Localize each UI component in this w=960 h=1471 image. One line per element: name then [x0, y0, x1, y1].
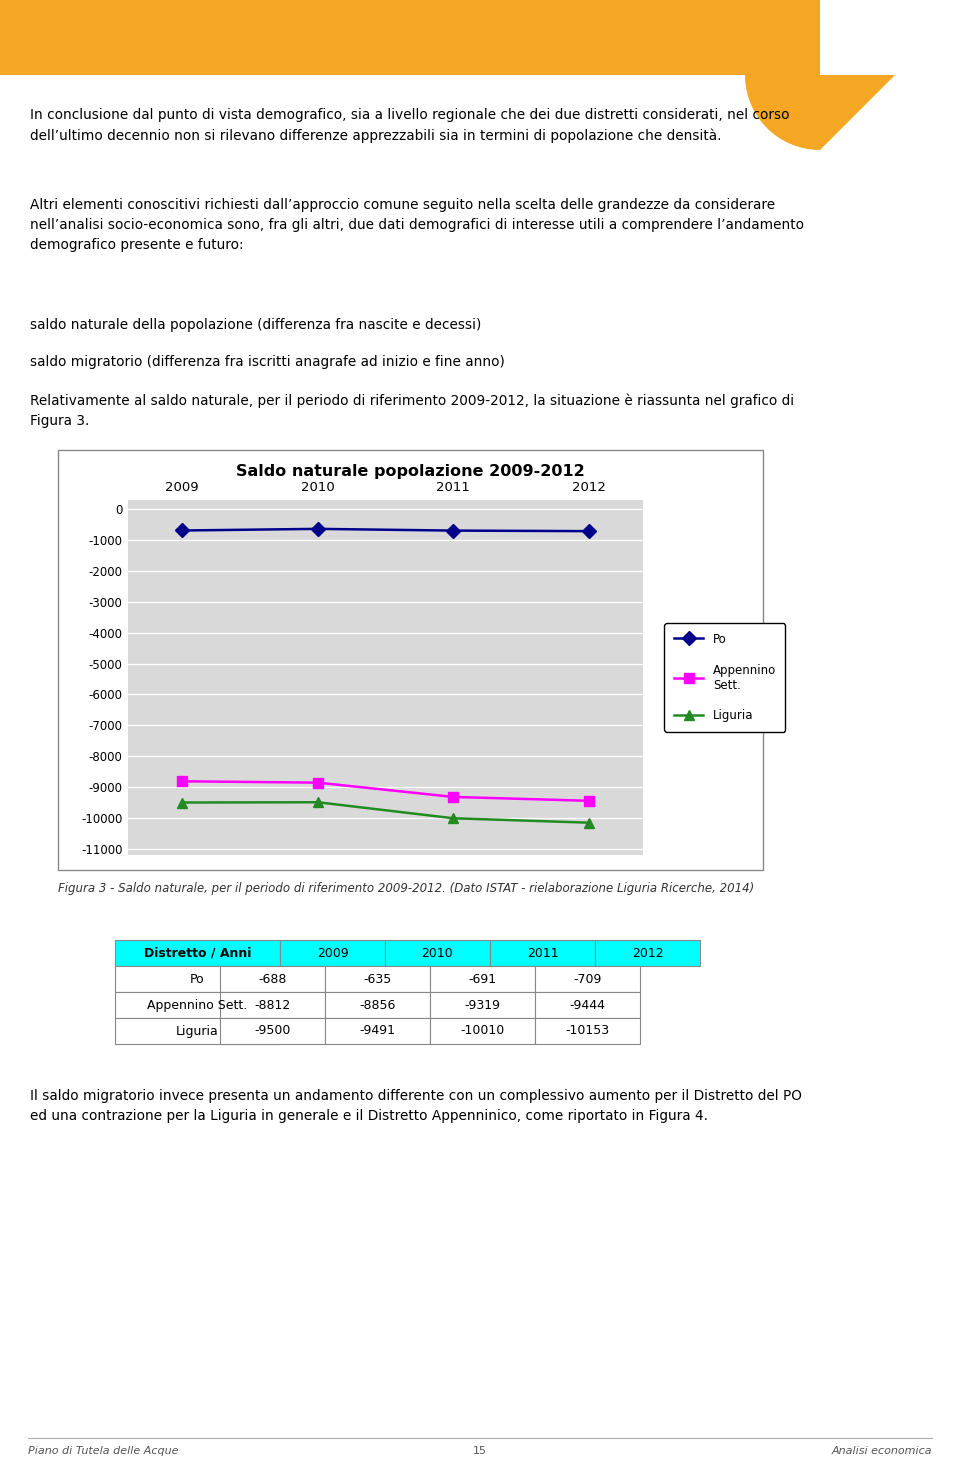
- Appennino
Sett.: [583, 791, 594, 809]
- Liguria: [177, 794, 188, 812]
- Text: -9491: -9491: [359, 1024, 396, 1037]
- Text: Piano di Tutela delle Acque: Piano di Tutela delle Acque: [28, 1446, 179, 1456]
- Bar: [0, 0, 960, 75]
- Bar: [115, 940, 280, 966]
- Text: Po: Po: [190, 972, 204, 986]
- Bar: [325, 1018, 430, 1044]
- Polygon shape: [0, 0, 895, 150]
- Po: [312, 521, 324, 538]
- Text: Il saldo migratorio invece presenta un andamento differente con un complessivo a: Il saldo migratorio invece presenta un a…: [30, 1089, 802, 1122]
- Appennino
Sett.: [177, 772, 188, 790]
- Text: -9319: -9319: [465, 999, 500, 1012]
- Appennino
Sett.: [447, 788, 459, 806]
- Text: 15: 15: [473, 1446, 487, 1456]
- Text: 2011: 2011: [527, 946, 559, 959]
- Text: 2010: 2010: [421, 946, 453, 959]
- Liguria: [583, 813, 594, 831]
- Text: -709: -709: [573, 972, 602, 986]
- Bar: [385, 940, 490, 966]
- Bar: [535, 966, 640, 991]
- Bar: [220, 1018, 325, 1044]
- Text: -8812: -8812: [254, 999, 291, 1012]
- Bar: [115, 966, 280, 991]
- Text: Appennino Sett.: Appennino Sett.: [148, 999, 248, 1012]
- Bar: [535, 991, 640, 1018]
- Bar: [595, 940, 700, 966]
- Bar: [115, 991, 280, 1018]
- Bar: [325, 991, 430, 1018]
- Bar: [280, 940, 385, 966]
- Line: Liguria: Liguria: [178, 797, 593, 828]
- Text: -9444: -9444: [569, 999, 606, 1012]
- Text: Relativamente al saldo naturale, per il periodo di riferimento 2009-2012, la sit: Relativamente al saldo naturale, per il …: [30, 393, 794, 428]
- Bar: [220, 966, 325, 991]
- Bar: [430, 966, 535, 991]
- Text: -635: -635: [364, 972, 392, 986]
- Text: Distretto / Anni: Distretto / Anni: [144, 946, 252, 959]
- Po: [447, 522, 459, 540]
- Text: 2012: 2012: [632, 946, 663, 959]
- Bar: [115, 1018, 280, 1044]
- Text: Figura 3 - Saldo naturale, per il periodo di riferimento 2009-2012. (Dato ISTAT : Figura 3 - Saldo naturale, per il period…: [58, 883, 755, 894]
- Bar: [820, 0, 960, 75]
- Text: In conclusione dal punto di vista demografico, sia a livello regionale che dei d: In conclusione dal punto di vista demogr…: [30, 107, 789, 143]
- Bar: [430, 991, 535, 1018]
- Bar: [58, 450, 763, 869]
- Text: -10153: -10153: [565, 1024, 610, 1037]
- Text: -9500: -9500: [254, 1024, 291, 1037]
- Text: Analisi economica: Analisi economica: [831, 1446, 932, 1456]
- Line: Po: Po: [178, 524, 593, 535]
- Bar: [535, 1018, 640, 1044]
- Line: Appennino
Sett.: Appennino Sett.: [178, 777, 593, 806]
- Legend: Po, Appennino
Sett., Liguria: Po, Appennino Sett., Liguria: [664, 624, 785, 731]
- Appennino
Sett.: [312, 774, 324, 791]
- Text: -688: -688: [258, 972, 287, 986]
- Text: saldo naturale della popolazione (differenza fra nascite e decessi): saldo naturale della popolazione (differ…: [30, 318, 481, 332]
- Bar: [430, 1018, 535, 1044]
- Bar: [220, 991, 325, 1018]
- Po: [583, 522, 594, 540]
- Text: -691: -691: [468, 972, 496, 986]
- Text: Altri elementi conoscitivi richiesti dall’approccio comune seguito nella scelta : Altri elementi conoscitivi richiesti dal…: [30, 199, 804, 252]
- Bar: [490, 940, 595, 966]
- Text: -10010: -10010: [461, 1024, 505, 1037]
- Text: saldo migratorio (differenza fra iscritti anagrafe ad inizio e fine anno): saldo migratorio (differenza fra iscritt…: [30, 355, 505, 369]
- Liguria: [312, 793, 324, 811]
- Text: -8856: -8856: [359, 999, 396, 1012]
- Text: 2009: 2009: [317, 946, 348, 959]
- Text: Liguria: Liguria: [176, 1024, 219, 1037]
- Bar: [325, 966, 430, 991]
- Liguria: [447, 809, 459, 827]
- Po: [177, 522, 188, 540]
- Text: Saldo naturale popolazione 2009-2012: Saldo naturale popolazione 2009-2012: [236, 463, 585, 480]
